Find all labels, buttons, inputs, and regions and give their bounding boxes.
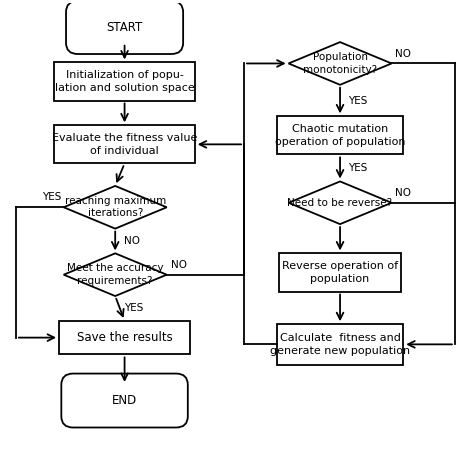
Bar: [279, 253, 401, 292]
Text: END: END: [112, 394, 137, 407]
Text: Population
monotonicity?: Population monotonicity?: [303, 52, 377, 75]
Bar: [277, 324, 403, 364]
Text: reaching maximum
iterations?: reaching maximum iterations?: [64, 196, 166, 218]
Text: Calculate  fitness and
generate new population: Calculate fitness and generate new popul…: [270, 333, 410, 356]
Text: YES: YES: [42, 192, 61, 202]
Text: Chaotic mutation
operation of population: Chaotic mutation operation of population: [275, 124, 405, 147]
Text: NO: NO: [172, 260, 187, 270]
Text: NO: NO: [124, 236, 140, 246]
Text: NO: NO: [395, 49, 411, 59]
FancyBboxPatch shape: [61, 374, 188, 428]
Bar: [55, 125, 195, 163]
Bar: [59, 321, 190, 354]
Text: YES: YES: [124, 303, 143, 313]
Text: START: START: [107, 21, 143, 34]
Polygon shape: [64, 253, 167, 296]
FancyBboxPatch shape: [66, 1, 183, 54]
Bar: [55, 62, 195, 101]
Text: Initialization of popu-
lation and solution space: Initialization of popu- lation and solut…: [55, 70, 194, 93]
Text: Save the results: Save the results: [77, 331, 173, 344]
Text: Meet the accuracy
requirements?: Meet the accuracy requirements?: [67, 263, 164, 286]
Text: Reverse operation of
population: Reverse operation of population: [282, 261, 398, 284]
Text: YES: YES: [348, 96, 368, 106]
Text: YES: YES: [348, 163, 368, 173]
Text: NO: NO: [395, 188, 411, 198]
Polygon shape: [289, 42, 392, 85]
Bar: [277, 116, 403, 154]
Text: Evaluate the fitness value
of individual: Evaluate the fitness value of individual: [52, 133, 197, 156]
Polygon shape: [289, 182, 392, 224]
Text: Need to be reverse?: Need to be reverse?: [288, 198, 392, 208]
Polygon shape: [64, 186, 167, 228]
